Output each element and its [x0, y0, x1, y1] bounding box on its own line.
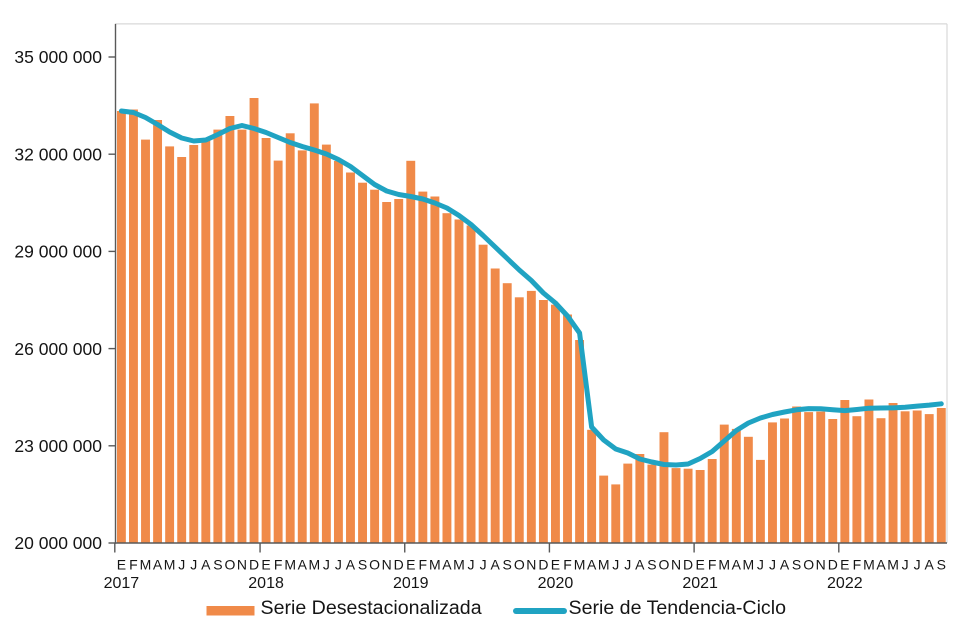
- svg-text:D: D: [249, 557, 259, 573]
- svg-text:A: A: [201, 557, 211, 573]
- svg-text:A: A: [490, 557, 500, 573]
- svg-text:N: N: [237, 557, 247, 573]
- svg-text:J: J: [190, 557, 197, 573]
- svg-text:35 000 000: 35 000 000: [14, 47, 102, 67]
- svg-text:M: M: [863, 557, 875, 573]
- svg-text:2020: 2020: [538, 575, 574, 592]
- svg-text:A: A: [925, 557, 935, 573]
- svg-text:D: D: [538, 557, 548, 573]
- svg-text:A: A: [346, 557, 356, 573]
- svg-text:J: J: [914, 557, 921, 573]
- svg-text:A: A: [732, 557, 742, 573]
- svg-text:A: A: [635, 557, 645, 573]
- svg-text:A: A: [298, 557, 308, 573]
- svg-text:N: N: [382, 557, 392, 573]
- svg-text:D: D: [394, 557, 404, 573]
- svg-text:M: M: [574, 557, 586, 573]
- svg-text:M: M: [284, 557, 296, 573]
- svg-text:S: S: [503, 557, 512, 573]
- svg-text:M: M: [308, 557, 320, 573]
- svg-text:32 000 000: 32 000 000: [14, 144, 102, 164]
- svg-text:29 000 000: 29 000 000: [14, 242, 102, 262]
- svg-text:E: E: [695, 557, 704, 573]
- svg-text:F: F: [129, 557, 138, 573]
- svg-text:A: A: [153, 557, 163, 573]
- svg-text:O: O: [514, 557, 525, 573]
- svg-text:23 000 000: 23 000 000: [14, 436, 102, 456]
- svg-text:E: E: [117, 557, 126, 573]
- svg-text:J: J: [612, 557, 619, 573]
- svg-text:A: A: [876, 557, 886, 573]
- svg-text:F: F: [708, 557, 717, 573]
- svg-text:E: E: [551, 557, 560, 573]
- svg-text:Serie de Tendencia-Ciclo: Serie de Tendencia-Ciclo: [569, 597, 787, 619]
- svg-text:M: M: [887, 557, 899, 573]
- svg-text:E: E: [406, 557, 415, 573]
- svg-text:A: A: [442, 557, 452, 573]
- svg-text:O: O: [224, 557, 235, 573]
- svg-text:S: S: [937, 557, 946, 573]
- svg-text:A: A: [780, 557, 790, 573]
- svg-text:F: F: [853, 557, 862, 573]
- svg-text:2017: 2017: [104, 575, 140, 592]
- svg-text:E: E: [261, 557, 270, 573]
- svg-text:J: J: [468, 557, 475, 573]
- svg-text:N: N: [671, 557, 681, 573]
- svg-text:F: F: [419, 557, 428, 573]
- svg-text:N: N: [526, 557, 536, 573]
- svg-text:D: D: [683, 557, 693, 573]
- svg-text:J: J: [480, 557, 487, 573]
- svg-text:2022: 2022: [827, 575, 863, 592]
- svg-text:J: J: [335, 557, 342, 573]
- svg-text:2021: 2021: [682, 575, 718, 592]
- svg-text:M: M: [429, 557, 441, 573]
- svg-text:O: O: [659, 557, 670, 573]
- svg-text:J: J: [902, 557, 909, 573]
- svg-text:N: N: [816, 557, 826, 573]
- svg-text:J: J: [178, 557, 185, 573]
- svg-text:S: S: [792, 557, 801, 573]
- svg-text:2018: 2018: [248, 575, 284, 592]
- svg-text:M: M: [164, 557, 176, 573]
- svg-text:A: A: [587, 557, 597, 573]
- svg-text:M: M: [453, 557, 465, 573]
- svg-text:J: J: [323, 557, 330, 573]
- svg-text:2019: 2019: [393, 575, 429, 592]
- svg-text:M: M: [140, 557, 152, 573]
- svg-text:J: J: [624, 557, 631, 573]
- svg-text:20 000 000: 20 000 000: [14, 533, 102, 553]
- svg-text:Serie Desestacionalizada: Serie Desestacionalizada: [261, 597, 482, 619]
- svg-text:M: M: [718, 557, 730, 573]
- svg-text:M: M: [598, 557, 610, 573]
- svg-text:F: F: [563, 557, 572, 573]
- svg-text:E: E: [840, 557, 849, 573]
- svg-text:S: S: [647, 557, 656, 573]
- svg-text:M: M: [743, 557, 755, 573]
- svg-text:J: J: [757, 557, 764, 573]
- svg-text:O: O: [369, 557, 380, 573]
- svg-text:J: J: [769, 557, 776, 573]
- svg-text:S: S: [213, 557, 222, 573]
- svg-text:D: D: [828, 557, 838, 573]
- svg-text:F: F: [274, 557, 283, 573]
- svg-text:O: O: [803, 557, 814, 573]
- svg-text:S: S: [358, 557, 367, 573]
- svg-text:26 000 000: 26 000 000: [14, 339, 102, 359]
